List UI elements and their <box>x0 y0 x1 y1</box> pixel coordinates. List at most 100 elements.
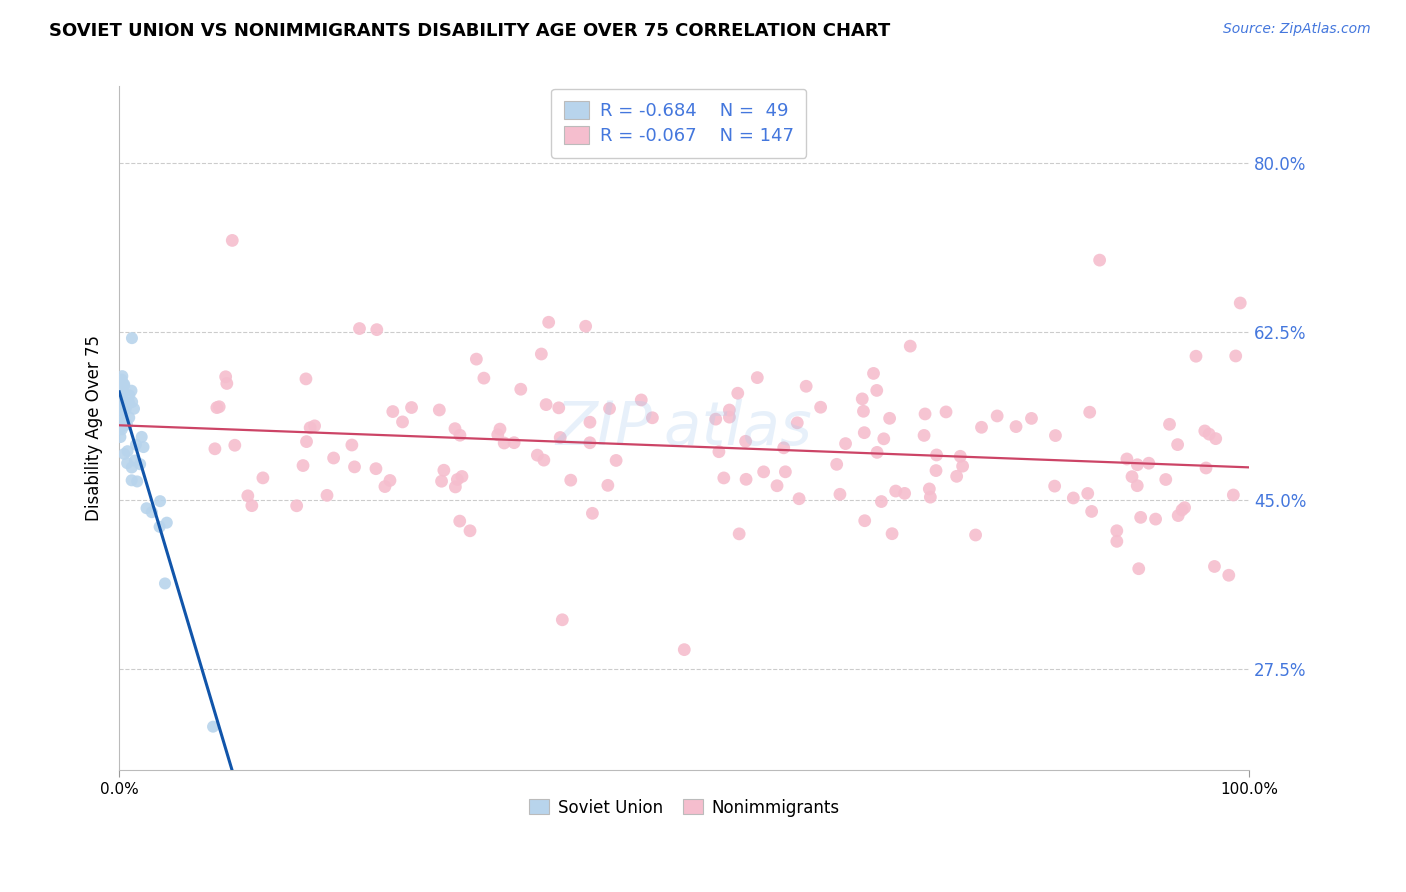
Point <box>735 472 758 486</box>
Point <box>427 403 450 417</box>
Point <box>581 506 603 520</box>
Point <box>349 321 371 335</box>
Point <box>112 386 135 401</box>
Point <box>893 486 915 500</box>
Point <box>986 409 1008 423</box>
Point <box>713 471 735 485</box>
Point <box>880 526 903 541</box>
Point <box>503 435 526 450</box>
Point <box>1077 486 1099 500</box>
Point <box>1205 432 1227 446</box>
Point <box>641 410 664 425</box>
Text: SOVIET UNION VS NONIMMIGRANTS DISABILITY AGE OVER 75 CORRELATION CHART: SOVIET UNION VS NONIMMIGRANTS DISABILITY… <box>49 22 890 40</box>
Point <box>1080 504 1102 518</box>
Point <box>630 392 652 407</box>
Point <box>449 514 471 528</box>
Point <box>579 415 602 429</box>
Point <box>1043 479 1066 493</box>
Point <box>121 395 143 409</box>
Point <box>115 456 138 470</box>
Point <box>575 319 598 334</box>
Point <box>945 469 967 483</box>
Point <box>285 499 308 513</box>
Point <box>775 465 797 479</box>
Point <box>852 404 875 418</box>
Point <box>110 402 132 417</box>
Point <box>965 528 987 542</box>
Point <box>853 425 876 440</box>
Point <box>1194 424 1216 438</box>
Point <box>851 392 873 406</box>
Point <box>718 410 741 425</box>
Point <box>316 488 339 502</box>
Point <box>127 475 149 489</box>
Point <box>486 427 509 442</box>
Point <box>728 527 751 541</box>
Point <box>458 524 481 538</box>
Point <box>1126 458 1149 472</box>
Point <box>125 437 148 451</box>
Point <box>451 469 474 483</box>
Point <box>879 411 901 425</box>
Point <box>204 442 226 456</box>
Point <box>1171 503 1194 517</box>
Point <box>1195 461 1218 475</box>
Point <box>912 428 935 442</box>
Point <box>111 414 134 428</box>
Point <box>118 410 141 425</box>
Point <box>430 474 453 488</box>
Point <box>747 370 769 384</box>
Point <box>110 381 132 395</box>
Point <box>110 430 132 444</box>
Point <box>214 369 236 384</box>
Point <box>1078 405 1101 419</box>
Point <box>560 473 582 487</box>
Point <box>112 447 135 461</box>
Point <box>1154 473 1177 487</box>
Point <box>205 401 228 415</box>
Point <box>112 378 135 392</box>
Point <box>215 376 238 391</box>
Point <box>340 438 363 452</box>
Point <box>704 412 727 426</box>
Point <box>1005 419 1028 434</box>
Point <box>1126 478 1149 492</box>
Point <box>114 401 136 416</box>
Point <box>121 331 143 345</box>
Point <box>537 315 560 329</box>
Point <box>1222 488 1244 502</box>
Point <box>295 372 318 386</box>
Point <box>444 480 467 494</box>
Point <box>240 499 263 513</box>
Text: ZIP atlas: ZIP atlas <box>555 399 813 458</box>
Point <box>526 448 548 462</box>
Point <box>925 448 948 462</box>
Point <box>110 410 132 425</box>
Point <box>898 339 921 353</box>
Point <box>766 479 789 493</box>
Point <box>1137 456 1160 470</box>
Point <box>299 420 322 434</box>
Point <box>884 484 907 499</box>
Point <box>1174 500 1197 515</box>
Point <box>599 401 621 416</box>
Point <box>828 487 851 501</box>
Point <box>673 642 696 657</box>
Point <box>465 352 488 367</box>
Point <box>866 384 889 398</box>
Point <box>534 398 557 412</box>
Point <box>153 576 176 591</box>
Point <box>925 464 948 478</box>
Y-axis label: Disability Age Over 75: Disability Age Over 75 <box>86 335 103 521</box>
Point <box>1105 534 1128 549</box>
Point <box>862 367 884 381</box>
Point <box>547 401 569 415</box>
Point <box>727 386 749 401</box>
Point <box>1198 427 1220 442</box>
Point <box>810 401 832 415</box>
Point <box>121 460 143 475</box>
Point <box>970 420 993 434</box>
Point <box>110 397 132 411</box>
Point <box>1062 491 1084 505</box>
Point <box>772 441 794 455</box>
